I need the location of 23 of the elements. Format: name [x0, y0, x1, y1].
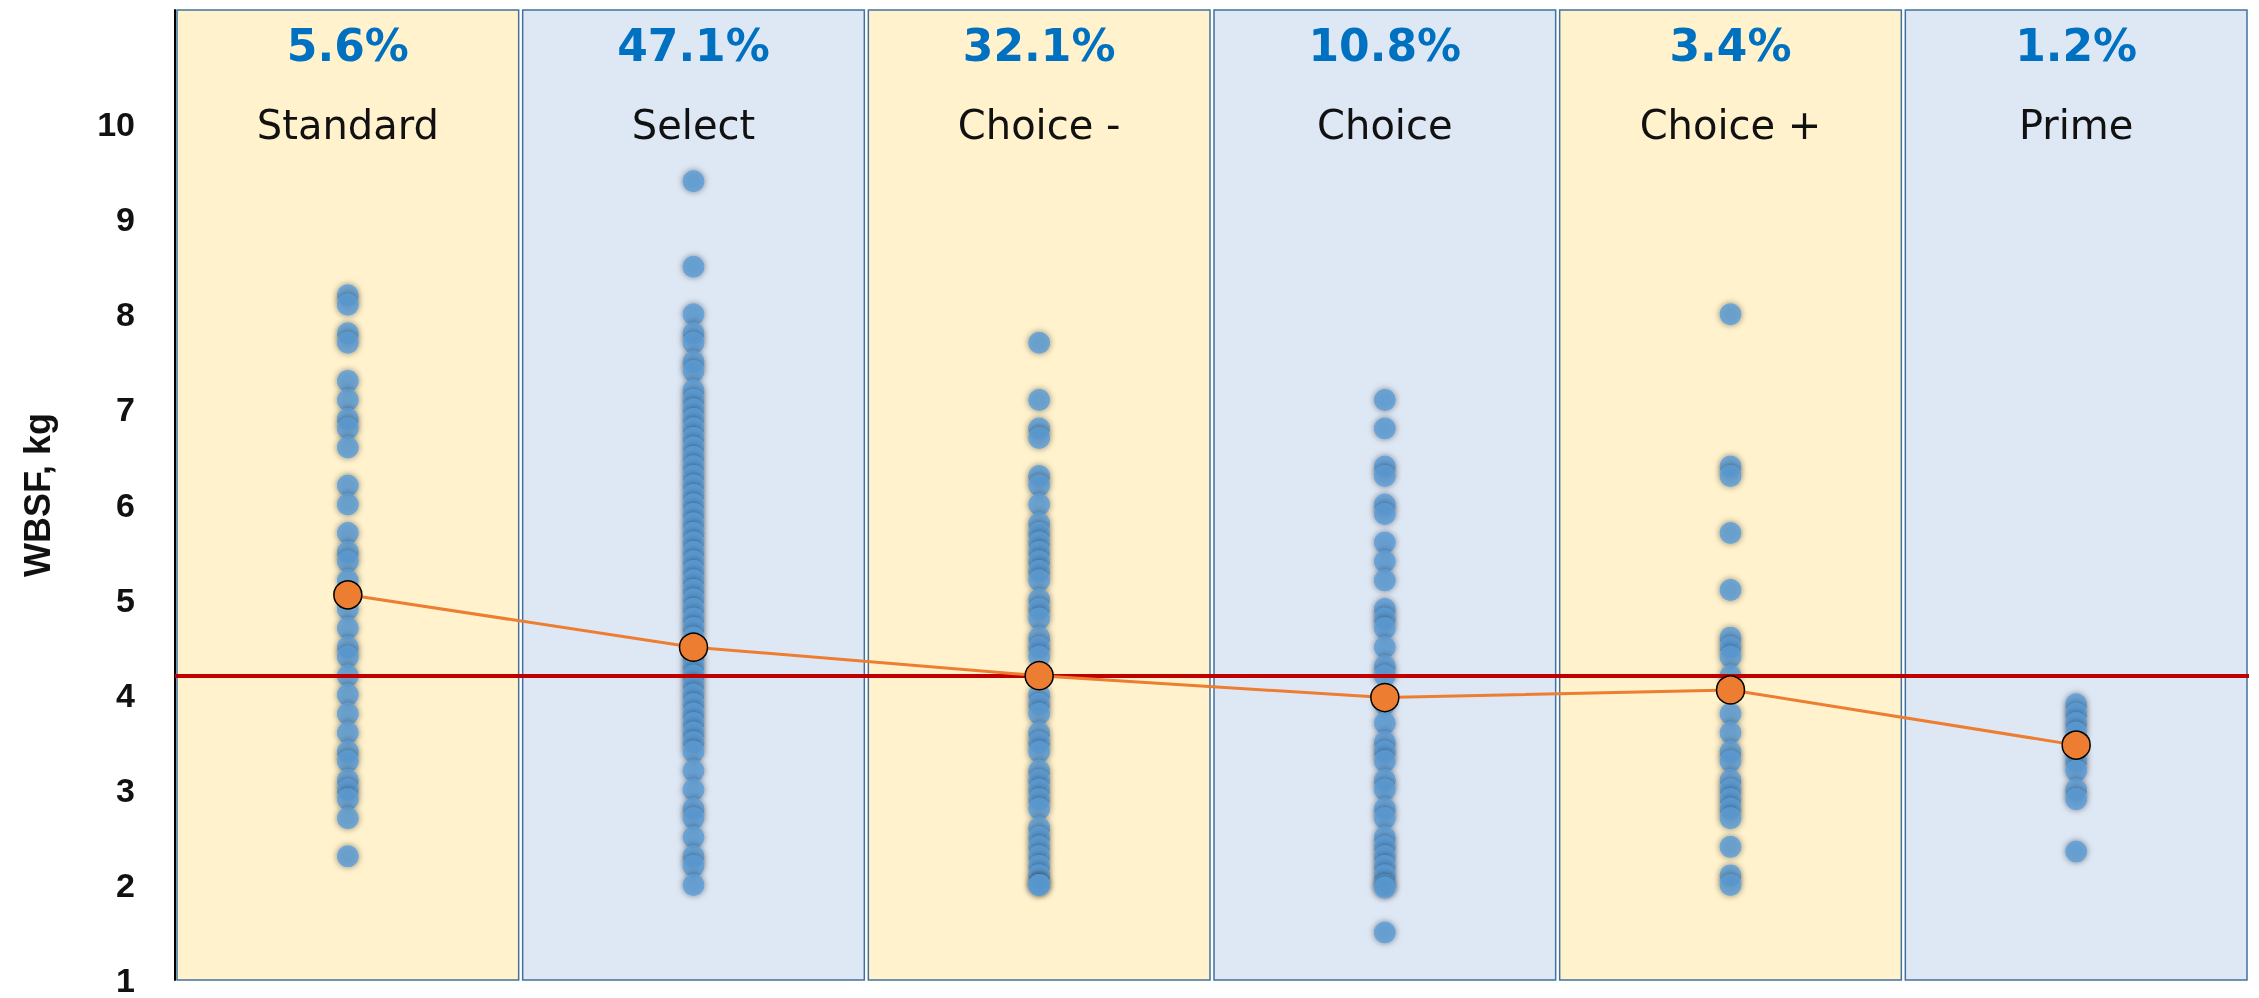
x-tick-label: Prime [2018, 102, 2134, 148]
x-tick-label: Choice [1317, 102, 1453, 148]
annotation: 32.1% [962, 19, 1116, 71]
annotation: 10.8% [1308, 19, 1462, 71]
y-tick-label: 9 [116, 200, 135, 239]
annotation: 5.6% [286, 19, 409, 71]
y-tick-label: 1 [116, 961, 135, 998]
y-axis-title: WBSF, kg [16, 412, 58, 578]
y-tick-label: 8 [116, 295, 135, 334]
y-tick-label: 7 [116, 390, 135, 429]
x-tick-label: Select [631, 102, 756, 148]
annotation: 3.4% [1669, 19, 1792, 71]
y-tick-label: 2 [116, 865, 135, 904]
annotation: 47.1% [617, 19, 770, 71]
y-tick-label: 5 [116, 580, 135, 619]
x-tick-label: Standard [256, 102, 439, 148]
y-tick-label: 4 [116, 675, 136, 714]
annotation: 1.2% [2015, 19, 2138, 71]
x-tick-label: Choice - [957, 102, 1121, 148]
x-tick-label: Choice + [1639, 102, 1822, 148]
y-tick-label: 3 [116, 770, 135, 809]
y-tick-label: 6 [116, 485, 135, 524]
y-tick-label: 10 [97, 105, 135, 144]
